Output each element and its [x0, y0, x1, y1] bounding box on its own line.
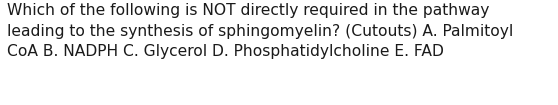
Text: Which of the following is NOT directly required in the pathway
leading to the sy: Which of the following is NOT directly r… [7, 3, 513, 59]
